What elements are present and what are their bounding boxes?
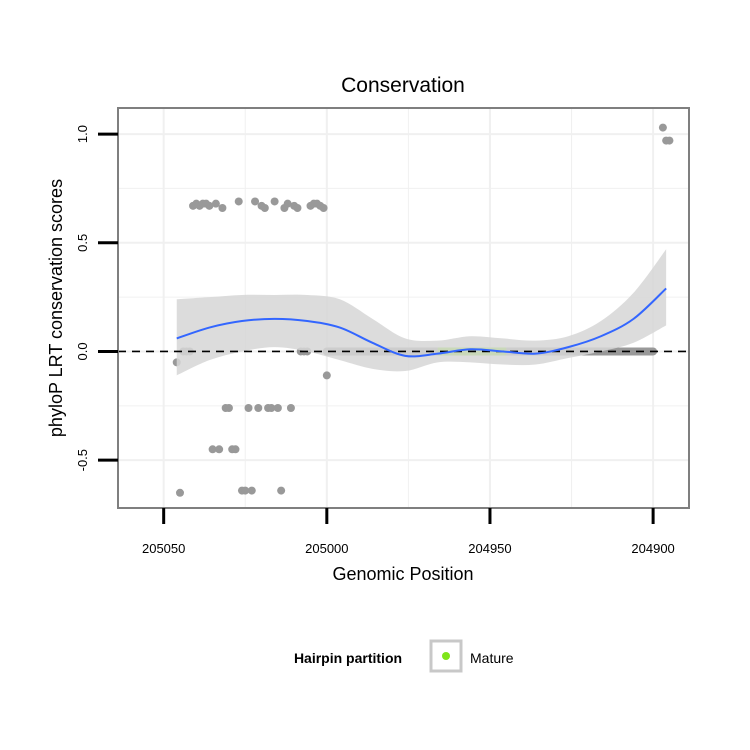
legend-title: Hairpin partition [294, 650, 402, 666]
data-point [208, 445, 217, 454]
x-tick-label: 204950 [468, 541, 511, 556]
data-point [277, 486, 286, 495]
data-point [244, 404, 253, 412]
data-point [283, 199, 292, 208]
x-tick-label: 205000 [305, 541, 348, 556]
y-tick-label: 0.0 [75, 342, 90, 360]
data-point [267, 404, 276, 412]
data-point [231, 445, 240, 454]
y-tick-label: 0.5 [75, 234, 90, 252]
legend-label-mature: Mature [470, 650, 514, 666]
data-point [215, 445, 224, 454]
data-point [293, 204, 302, 212]
y-tick-label: -0.5 [75, 449, 90, 471]
y-tick-label: 1.0 [75, 125, 90, 143]
data-point [254, 404, 263, 412]
data-point [234, 197, 243, 206]
data-point [241, 486, 250, 495]
smooth-trend-line [176, 287, 667, 358]
data-point [260, 204, 269, 212]
x-tick-label: 204900 [631, 541, 674, 556]
panel-border [117, 107, 690, 509]
y-axis-title: phyloP LRT conservation scores [46, 179, 66, 437]
chart-title: Conservation [341, 74, 465, 97]
y-axis: -0.5 0.0 0.5 1.0 [75, 125, 118, 471]
data-point [175, 488, 184, 497]
data-point [319, 204, 328, 212]
legend-key-box [429, 639, 463, 673]
data-point [218, 204, 227, 212]
data-point [322, 371, 331, 380]
data-point [251, 197, 260, 206]
data-point [205, 201, 214, 210]
data-point [286, 404, 295, 412]
x-tick-label: 205050 [142, 541, 185, 556]
data-point [224, 404, 233, 412]
x-axis-title: Genomic Position [332, 564, 473, 584]
data-point [273, 404, 282, 412]
data-point [658, 123, 667, 132]
data-point [211, 199, 220, 208]
confidence-ribbon [176, 249, 667, 376]
data-point [270, 197, 279, 206]
data-point [665, 136, 674, 145]
legend: Hairpin partition Mature [294, 639, 514, 673]
x-axis: 205050 205000 204950 204900 [142, 508, 675, 556]
data-point [247, 486, 256, 495]
plot-panel [117, 107, 690, 509]
legend-key-mature-icon [442, 652, 450, 660]
